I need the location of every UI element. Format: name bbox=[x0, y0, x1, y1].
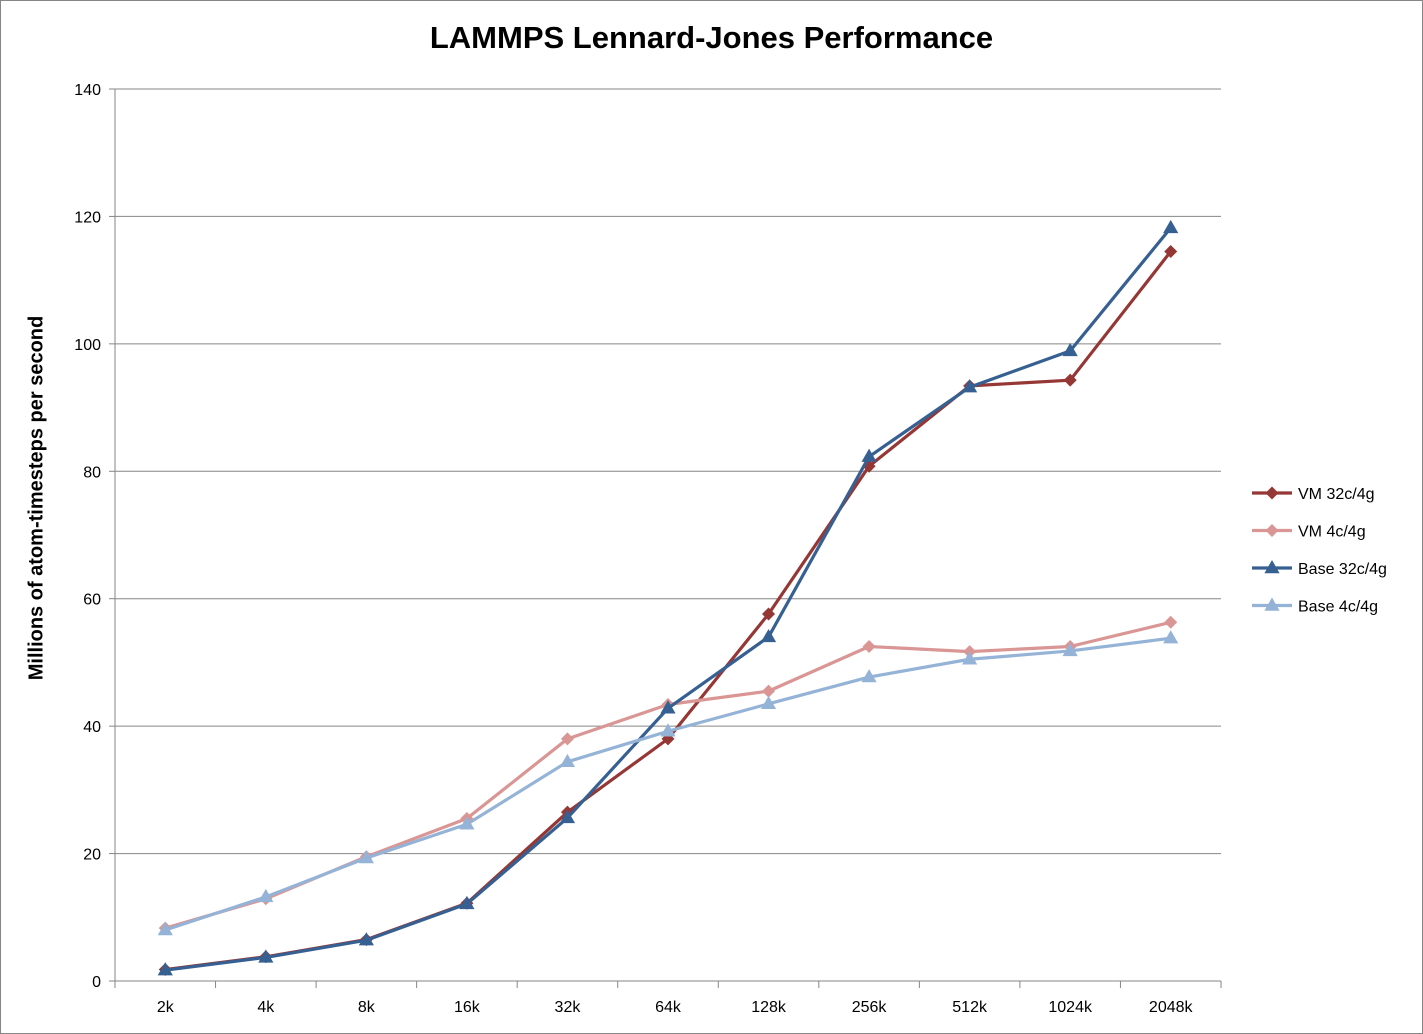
series-lines bbox=[157, 219, 1179, 977]
y-tick-label: 100 bbox=[74, 337, 101, 354]
legend-swatch-marker bbox=[1265, 524, 1279, 537]
data-point bbox=[358, 850, 374, 864]
legend-label: VM 4c/4g bbox=[1298, 524, 1366, 541]
data-point bbox=[762, 607, 776, 621]
data-point bbox=[459, 816, 475, 830]
data-point bbox=[1063, 373, 1077, 387]
data-point bbox=[861, 448, 877, 462]
data-point bbox=[1163, 219, 1179, 234]
x-tick-label: 16k bbox=[454, 999, 481, 1016]
x-tick-label: 64k bbox=[655, 999, 682, 1016]
legend-swatch-marker bbox=[1264, 560, 1280, 574]
y-tick-label: 140 bbox=[74, 82, 101, 99]
data-point bbox=[660, 723, 676, 737]
series-2 bbox=[158, 615, 1178, 935]
series-4 bbox=[157, 630, 1179, 936]
legend-entry-2: VM 4c/4g bbox=[1252, 524, 1366, 541]
chart-title: LAMMPS Lennard-Jones Performance bbox=[429, 20, 994, 55]
series-line bbox=[164, 620, 1172, 930]
data-point bbox=[1164, 615, 1178, 629]
data-point bbox=[861, 669, 877, 683]
data-point bbox=[760, 695, 777, 710]
x-tick-label: 32k bbox=[555, 999, 582, 1016]
data-point bbox=[1163, 630, 1179, 644]
legend: VM 32c/4g VM 4c/4g Base 32c/4g Base 4c/4g bbox=[1252, 486, 1387, 616]
legend-label: VM 32c/4g bbox=[1298, 486, 1374, 503]
data-point bbox=[157, 922, 173, 936]
data-point bbox=[559, 753, 576, 768]
x-tick-label: 2048k bbox=[1149, 999, 1194, 1016]
data-point bbox=[962, 379, 978, 393]
series-line bbox=[165, 250, 1172, 972]
data-point bbox=[560, 732, 574, 746]
y-tick-label: 0 bbox=[92, 974, 101, 991]
y-tick-label: 20 bbox=[83, 847, 101, 864]
x-tick-label: 8k bbox=[358, 999, 376, 1016]
y-tick-label: 40 bbox=[83, 719, 101, 736]
y-tick-label: 60 bbox=[83, 592, 101, 609]
data-point bbox=[258, 888, 274, 903]
data-point bbox=[1062, 342, 1078, 357]
data-point bbox=[358, 932, 374, 946]
data-point bbox=[258, 949, 274, 963]
data-point bbox=[660, 700, 676, 714]
y-tick-label: 120 bbox=[74, 209, 101, 226]
data-point bbox=[1062, 642, 1078, 657]
x-tick-label: 128k bbox=[751, 999, 787, 1016]
x-tick-label: 1024k bbox=[1048, 999, 1093, 1016]
gridlines bbox=[115, 88, 1221, 855]
legend-label: Base 32c/4g bbox=[1298, 561, 1387, 578]
legend-entry-4: Base 4c/4g bbox=[1252, 597, 1378, 616]
series-3 bbox=[157, 219, 1179, 976]
data-point bbox=[157, 962, 173, 976]
data-point bbox=[459, 895, 475, 910]
legend-entry-3: Base 32c/4g bbox=[1252, 560, 1387, 578]
series-1 bbox=[158, 244, 1178, 977]
x-tick-label: 512k bbox=[952, 999, 988, 1016]
data-point bbox=[559, 809, 576, 824]
data-point bbox=[862, 640, 876, 653]
axes bbox=[109, 88, 1222, 988]
legend-swatch-marker bbox=[1264, 597, 1280, 611]
legend-entry-1: VM 32c/4g bbox=[1252, 486, 1374, 503]
x-tick-label: 256k bbox=[852, 999, 888, 1016]
legend-label: Base 4c/4g bbox=[1298, 599, 1378, 616]
data-point bbox=[962, 651, 978, 665]
legend-swatch-marker bbox=[1265, 486, 1279, 500]
data-point bbox=[760, 628, 777, 643]
tick-labels: 0 20 40 60 80 100 120 140 2k 4k 8k 16k 32k 64k 128k 256… bbox=[74, 82, 1193, 1016]
series-line bbox=[164, 636, 1171, 932]
data-point bbox=[762, 684, 776, 698]
x-tick-label: 2k bbox=[157, 999, 175, 1016]
data-point bbox=[1164, 244, 1178, 258]
x-tick-label: 4k bbox=[257, 999, 275, 1016]
y-tick-label: 80 bbox=[83, 464, 101, 481]
